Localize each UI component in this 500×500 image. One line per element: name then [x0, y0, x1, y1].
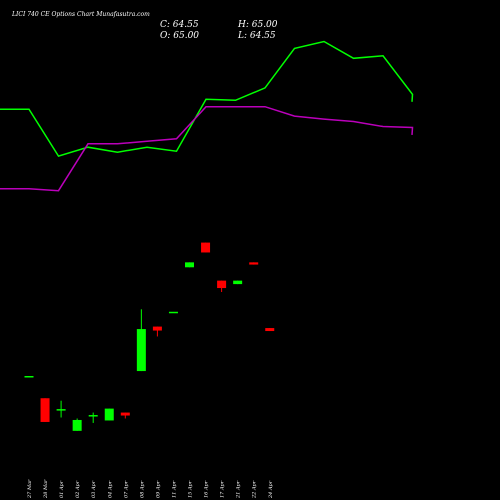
- candle-body: [72, 419, 82, 431]
- candle-body: [265, 328, 275, 332]
- candle-body: [233, 280, 243, 285]
- x-axis-labels: 27 Mar 28 Mar 01 Apr 02 Apr 03 Apr 04 Apr 07 A…: [27, 479, 274, 499]
- candle-body: [56, 409, 66, 411]
- candle-body: [120, 412, 130, 416]
- candle-body: [24, 376, 34, 378]
- x-tick-label: 24 Apr: [268, 480, 274, 499]
- candle-body: [88, 415, 98, 417]
- open-readout: O: 65.00: [160, 31, 199, 41]
- candle-body: [152, 326, 162, 331]
- x-tick-label: 01 Apr: [59, 480, 65, 498]
- candle-body: [40, 398, 50, 422]
- x-tick-label: 04 Apr: [107, 480, 113, 498]
- x-tick-label: 21 Apr: [236, 480, 242, 499]
- candle-body: [249, 262, 259, 265]
- candle-body: [168, 311, 178, 314]
- candle-body: [104, 408, 114, 421]
- low-readout: L: 64.55: [237, 31, 276, 41]
- x-tick-label: 02 Apr: [75, 480, 81, 498]
- high-readout: H: 65.00: [237, 20, 278, 30]
- chart-title: LICI 740 CE Options Chart Munafasutra.co…: [11, 11, 150, 18]
- x-tick-label: 16 Apr: [204, 480, 210, 498]
- candles-group: [24, 242, 275, 431]
- x-tick-label: 22 Apr: [252, 480, 258, 499]
- x-tick-label: 07 Apr: [123, 480, 129, 498]
- x-tick-label: 28 Mar: [43, 479, 49, 499]
- x-tick-label: 15 Apr: [188, 480, 194, 498]
- candle-body: [136, 329, 146, 372]
- close-readout: C: 64.55: [160, 20, 199, 30]
- lower-band-line: [0, 105, 414, 192]
- candle-body: [217, 280, 227, 289]
- upper-band-line: [0, 40, 414, 157]
- candle-body: [201, 242, 211, 253]
- candle-body: [185, 262, 194, 268]
- x-tick-label: 03 Apr: [91, 480, 97, 498]
- x-tick-label: 08 Apr: [139, 480, 145, 498]
- x-tick-label: 17 Apr: [220, 480, 226, 498]
- x-tick-label: 11 Apr: [171, 480, 177, 498]
- x-tick-label: 27 Mar: [27, 479, 33, 499]
- x-tick-label: 09 Apr: [155, 480, 161, 498]
